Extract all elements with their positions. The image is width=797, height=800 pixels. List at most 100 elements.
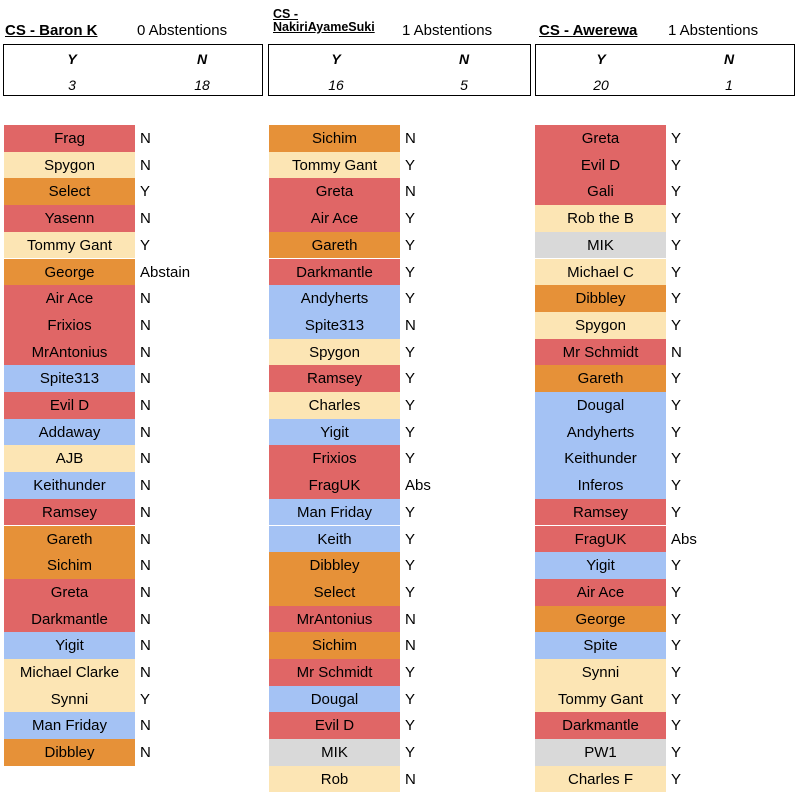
vote-value: N	[405, 610, 416, 628]
voter-name-cell: Gali	[535, 178, 666, 206]
no-header: N	[458, 51, 470, 67]
voter-name-cell: Ramsey	[269, 365, 400, 392]
voter-name-cell: Yigit	[269, 418, 400, 446]
vote-value: Y	[140, 183, 151, 201]
voter-name-cell: Darkmantle	[269, 258, 400, 286]
vote-value: Y	[671, 156, 682, 174]
voter-name-cell: Greta	[269, 178, 400, 206]
vote-value: Y	[405, 370, 416, 388]
tally-box: Y N 3 18	[3, 44, 263, 96]
vote-value: Y	[405, 423, 416, 441]
vote-value: Y	[405, 397, 416, 414]
vote-value: Y	[671, 557, 682, 575]
vote-value: N	[140, 744, 151, 762]
vote-value: N	[140, 130, 151, 147]
voter-name-cell: MrAntonius	[269, 605, 400, 633]
vote-value: Y	[140, 236, 151, 254]
vote-value: N	[140, 423, 151, 441]
voter-name-cell: Man Friday	[269, 498, 400, 526]
vote-value: Y	[671, 664, 682, 681]
vote-value: Y	[405, 664, 416, 681]
voter-name-cell: Rob the B	[535, 205, 666, 232]
vote-value: N	[140, 397, 151, 414]
voter-name-cell: Man Friday	[4, 712, 135, 740]
voter-name-cell: Air Ace	[535, 578, 666, 606]
vote-value: N	[140, 290, 151, 308]
vote-value: Y	[671, 423, 682, 441]
column-title: CS - Awerewa	[539, 22, 638, 39]
vote-value: Y	[405, 690, 416, 708]
vote-value: Abs	[671, 530, 697, 548]
vote-value: N	[405, 316, 416, 334]
vote-value: N	[140, 717, 151, 735]
vote-value: Y	[671, 210, 682, 228]
voter-name-cell: Spygon	[269, 338, 400, 366]
yes-count: 3	[68, 77, 76, 93]
vote-value: N	[140, 503, 151, 521]
vote-value: Y	[671, 236, 682, 254]
vote-value: Abs	[405, 477, 431, 495]
voter-name-cell: Gareth	[4, 525, 135, 553]
voter-name-cell: Keithunder	[4, 472, 135, 499]
vote-value: Y	[405, 530, 416, 548]
voter-name-cell: AJB	[4, 445, 135, 473]
vote-value: Y	[671, 744, 682, 762]
vote-value: Y	[671, 770, 682, 788]
voter-name-cell: Gareth	[535, 365, 666, 392]
vote-value: Y	[140, 690, 151, 708]
ballot-column: CS - Baron K 0 Abstentions Y N 3 18 Frag…	[0, 0, 265, 800]
voter-name-cell: Spite313	[269, 311, 400, 339]
vote-value: Y	[671, 370, 682, 388]
voter-name-cell: Charles	[269, 392, 400, 419]
no-count: 18	[194, 77, 210, 93]
voter-name-cell: Michael Clarke	[4, 659, 135, 686]
ballot-column: CS - NakiriAyameSuki 1 Abstentions Y N 1…	[268, 0, 533, 800]
voter-name-cell: Andyherts	[269, 285, 400, 312]
voter-name-cell: Yigit	[4, 632, 135, 659]
vote-value: Y	[405, 263, 416, 281]
voter-name-cell: Dougal	[269, 685, 400, 713]
voter-name-cell: Sichim	[269, 632, 400, 659]
voter-name-cell: Frixios	[4, 311, 135, 339]
voter-name-cell: Sichim	[269, 125, 400, 152]
yes-header: Y	[596, 51, 606, 67]
voter-name-cell: Tommy Gant	[535, 685, 666, 713]
vote-value: N	[140, 557, 151, 575]
voter-name-cell: Ramsey	[4, 498, 135, 526]
column-title: CS - Baron K	[5, 22, 98, 39]
no-count: 1	[725, 77, 733, 93]
vote-value: Y	[671, 130, 682, 147]
voter-name-cell: Charles F	[535, 765, 666, 793]
vote-value: N	[405, 130, 416, 147]
voter-name-cell: FragUK	[269, 472, 400, 499]
voter-name-cell: George	[4, 258, 135, 286]
vote-value: N	[405, 183, 416, 201]
vote-value: N	[405, 770, 416, 788]
voter-name-cell: Darkmantle	[4, 605, 135, 633]
tally-box: Y N 20 1	[535, 44, 795, 96]
voter-name-cell: Greta	[4, 578, 135, 606]
vote-value: Y	[671, 477, 682, 495]
vote-value: Abstain	[140, 263, 191, 281]
voter-name-cell: Mr Schmidt	[269, 659, 400, 686]
vote-value: Y	[671, 290, 682, 308]
vote-value: Y	[405, 744, 416, 762]
voter-name-cell: Dibbley	[4, 739, 135, 766]
vote-value: Y	[671, 610, 682, 628]
abstentions-count: 0 Abstentions	[137, 22, 228, 39]
voter-name-cell: George	[535, 605, 666, 633]
voter-name-cell: Ramsey	[535, 498, 666, 526]
no-count: 5	[460, 77, 468, 93]
ballot-column: CS - Awerewa 1 Abstentions Y N 20 1 Gret…	[533, 0, 797, 800]
voter-name-cell: Michael C	[535, 258, 666, 286]
vote-value: N	[140, 583, 151, 601]
vote-value: Y	[671, 183, 682, 201]
voter-name-cell: Evil D	[535, 151, 666, 179]
voter-name-cell: Gareth	[269, 231, 400, 259]
voter-name-cell: Tommy Gant	[4, 231, 135, 259]
voter-name-cell: Frag	[4, 125, 135, 152]
vote-value: N	[140, 343, 151, 361]
column-title: CS - NakiriAyameSuki	[273, 8, 383, 34]
voter-name-cell: Dougal	[535, 392, 666, 419]
vote-value: Y	[405, 503, 416, 521]
